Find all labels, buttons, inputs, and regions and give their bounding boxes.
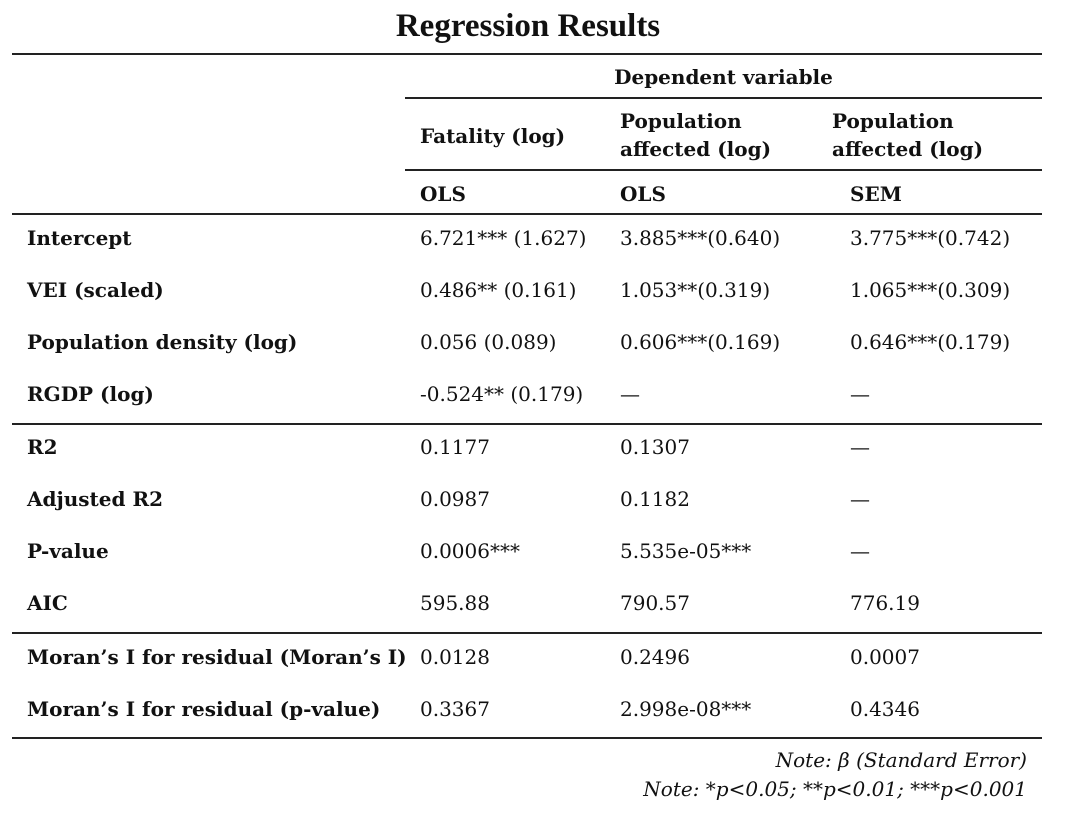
row-label: Moran’s I for residual (Moran’s I)	[27, 645, 407, 669]
table-note: Note: *p<0.05; **p<0.01; ***p<0.001	[643, 777, 1027, 801]
table-title: Regression Results	[395, 8, 661, 44]
table-cell: 0.1182	[620, 487, 690, 511]
table-cell: 0.4346	[850, 697, 920, 721]
table-cell: 0.1307	[620, 435, 690, 459]
table-cell: 5.535e-05***	[620, 539, 752, 563]
table-cell: 0.646***(0.179)	[850, 330, 1011, 354]
column-header-population-sem: Population affected (log)	[832, 109, 984, 161]
row-label: Adjusted R2	[27, 487, 163, 511]
table-cell: 0.0006***	[420, 539, 520, 563]
table-cell: 1.053**(0.319)	[620, 278, 771, 302]
table-cell: 776.19	[850, 591, 920, 615]
table-note: Note: β (Standard Error)	[775, 748, 1027, 772]
row-label: Intercept	[27, 226, 132, 250]
table-cell: —	[850, 487, 870, 511]
table-cell: 2.998e-08***	[620, 697, 752, 721]
row-label: VEI (scaled)	[27, 278, 164, 302]
row-label: P-value	[27, 539, 109, 563]
table-cell: —	[850, 435, 870, 459]
top-rule	[12, 53, 1042, 55]
table-cell: 0.606***(0.169)	[620, 330, 781, 354]
table-cell: 0.2496	[620, 645, 690, 669]
table-cell: 0.056 (0.089)	[420, 330, 557, 354]
table-cell: 1.065***(0.309)	[850, 278, 1011, 302]
column-name-rule	[405, 169, 1042, 171]
row-label: Moran’s I for residual (p-value)	[27, 697, 381, 721]
table-cell: 790.57	[620, 591, 690, 615]
column-header-population-ols: Population affected (log)	[620, 109, 772, 161]
table-cell: -0.524** (0.179)	[420, 382, 584, 406]
column-header-fatality: Fatality (log)	[420, 124, 566, 148]
table-cell: —	[850, 539, 870, 563]
row-label: R2	[27, 435, 58, 459]
table-cell: 0.0128	[420, 645, 490, 669]
table-cell: —	[620, 382, 640, 406]
method-header-sem: SEM	[850, 182, 902, 206]
fit-stats-bottom-rule	[12, 632, 1042, 634]
header-bottom-rule	[12, 213, 1042, 215]
table-cell: 3.885***(0.640)	[620, 226, 781, 250]
table-cell: 595.88	[420, 591, 490, 615]
dependent-variable-rule	[405, 97, 1042, 99]
row-label: RGDP (log)	[27, 382, 154, 406]
table-cell: —	[850, 382, 870, 406]
method-header-ols-2: OLS	[620, 182, 666, 206]
table-cell: 0.0987	[420, 487, 490, 511]
row-label: AIC	[27, 591, 68, 615]
row-label: Population density (log)	[27, 330, 298, 354]
table-cell: 3.775***(0.742)	[850, 226, 1011, 250]
table-cell: 0.0007	[850, 645, 920, 669]
table-bottom-rule	[12, 737, 1042, 739]
table-cell: 0.3367	[420, 697, 490, 721]
dependent-variable-header: Dependent variable	[614, 65, 833, 89]
method-header-ols-1: OLS	[420, 182, 466, 206]
coefficients-bottom-rule	[12, 423, 1042, 425]
table-cell: 0.486** (0.161)	[420, 278, 577, 302]
table-cell: 6.721*** (1.627)	[420, 226, 587, 250]
table-cell: 0.1177	[420, 435, 490, 459]
